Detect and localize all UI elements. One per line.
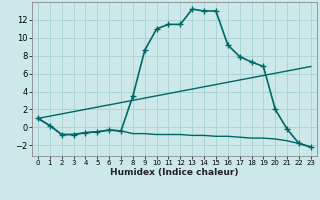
X-axis label: Humidex (Indice chaleur): Humidex (Indice chaleur) (110, 168, 239, 177)
